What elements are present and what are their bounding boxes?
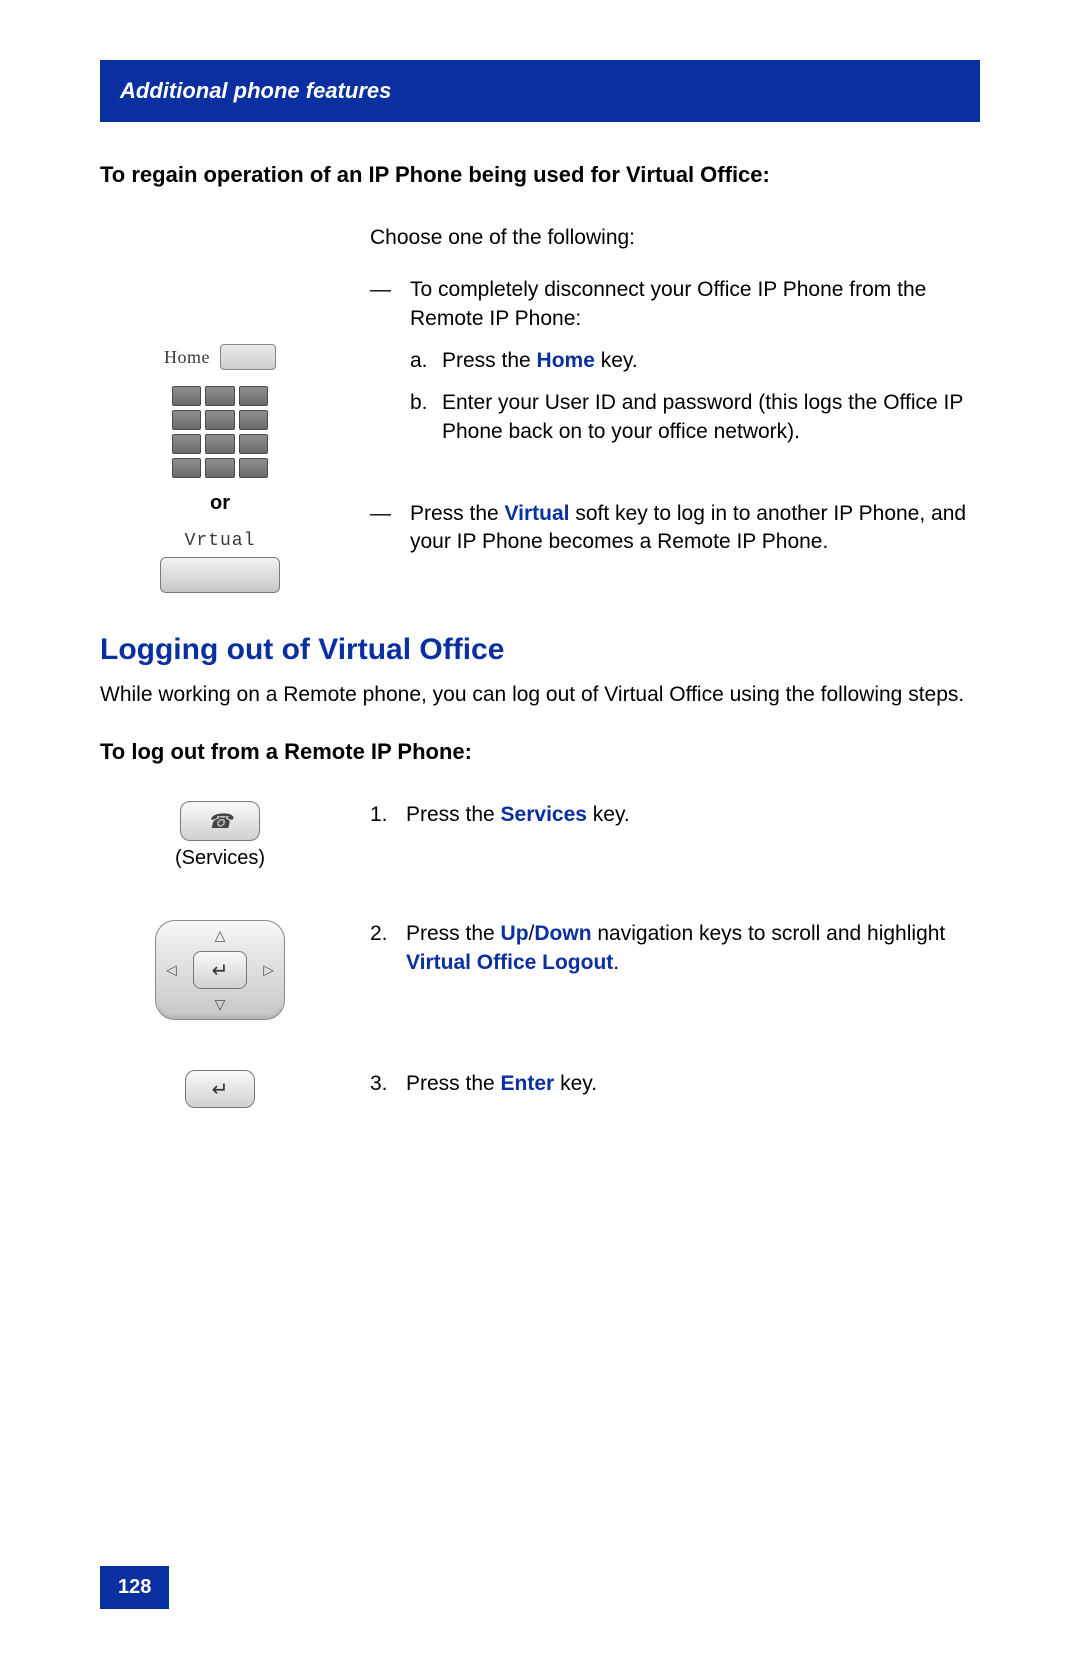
keypad-icon: [172, 386, 268, 478]
or-separator: or: [210, 492, 230, 515]
step-letter: a.: [410, 347, 442, 375]
home-key-button-icon: [220, 344, 276, 370]
nav-up-icon: △: [215, 927, 226, 944]
opt2-pre: Press the: [410, 502, 505, 525]
step3-text: 3. Press the Enter key.: [370, 1070, 980, 1098]
virtual-softkey-label: Vrtual: [185, 531, 256, 551]
task1-illustration-column: Home or Vrtual: [100, 224, 340, 593]
up-key-name: Up: [501, 922, 529, 945]
section2-intro: While working on a Remote phone, you can…: [100, 681, 980, 709]
step1-text: 1. Press the Services key.: [370, 801, 980, 829]
virtual-key-name: Virtual: [505, 502, 570, 525]
task1-option1-lead: To completely disconnect your Office IP …: [410, 276, 980, 333]
header-title: Additional phone features: [120, 78, 391, 103]
section2-heading: Logging out of Virtual Office: [100, 633, 980, 667]
enter-key-name: Enter: [501, 1072, 555, 1095]
task1-intro: Choose one of the following:: [370, 224, 980, 252]
home-key-name: Home: [537, 349, 595, 372]
task1-layout: Home or Vrtual Choose one of the followi…: [100, 224, 980, 593]
header-bar: Additional phone features: [100, 60, 980, 122]
s3-post: key.: [554, 1072, 597, 1095]
down-key-name: Down: [534, 922, 591, 945]
step1-illustration: ☎ (Services): [100, 801, 340, 870]
s2-post: .: [613, 951, 619, 974]
step-letter: b.: [410, 389, 442, 446]
nav-enter-icon: ↵: [193, 951, 247, 989]
nav-down-icon: ▽: [215, 996, 226, 1013]
step2-row: △ ▽ ◁ ▷ ↵ 2. Press the Up/Down navigatio…: [100, 920, 980, 1020]
step1-row: ☎ (Services) 1. Press the Services key.: [100, 801, 980, 870]
s2-mid: navigation keys to scroll and highlight: [592, 922, 946, 945]
task1-heading: To regain operation of an IP Phone being…: [100, 162, 980, 188]
step-number: 1.: [370, 801, 406, 829]
step3-row: ↵ 3. Press the Enter key.: [100, 1070, 980, 1108]
s1-pre: Press the: [406, 803, 501, 826]
home-key-label: Home: [164, 347, 210, 368]
step-number: 2.: [370, 920, 406, 977]
services-caption: (Services): [175, 847, 265, 870]
s3-pre: Press the: [406, 1072, 501, 1095]
nav-right-icon: ▷: [263, 962, 274, 979]
step2-illustration: △ ▽ ◁ ▷ ↵: [100, 920, 340, 1020]
task2-heading: To log out from a Remote IP Phone:: [100, 739, 980, 765]
task1-option1: — To completely disconnect your Office I…: [370, 276, 980, 460]
services-glyph: ☎: [208, 809, 233, 834]
dash-bullet: —: [370, 500, 410, 557]
task1-step-a: a. Press the Home key.: [410, 347, 980, 375]
home-key-row: Home: [164, 344, 276, 370]
step-number: 3.: [370, 1070, 406, 1098]
enter-key-icon: ↵: [185, 1070, 255, 1108]
virtual-office-logout-name: Virtual Office Logout: [406, 951, 613, 974]
step-b-text: Enter your User ID and password (this lo…: [442, 389, 980, 446]
nav-left-icon: ◁: [166, 962, 177, 979]
virtual-softkey-button-icon: [160, 557, 280, 593]
task1-option2: — Press the Virtual soft key to log in t…: [370, 500, 980, 557]
s1-post: key.: [587, 803, 630, 826]
step2-text: 2. Press the Up/Down navigation keys to …: [370, 920, 980, 977]
services-key-name: Services: [501, 803, 587, 826]
step-a-post: key.: [595, 349, 638, 372]
task1-text-column: Choose one of the following: — To comple…: [370, 224, 980, 593]
dash-bullet: —: [370, 276, 410, 460]
services-key-icon: ☎: [180, 801, 260, 841]
step-a-pre: Press the: [442, 349, 537, 372]
s2-pre: Press the: [406, 922, 501, 945]
step3-illustration: ↵: [100, 1070, 340, 1108]
navigation-pad-icon: △ ▽ ◁ ▷ ↵: [155, 920, 285, 1020]
task1-step-b: b. Enter your User ID and password (this…: [410, 389, 980, 446]
page-number: 128: [118, 1576, 151, 1598]
page-number-badge: 128: [100, 1566, 169, 1609]
